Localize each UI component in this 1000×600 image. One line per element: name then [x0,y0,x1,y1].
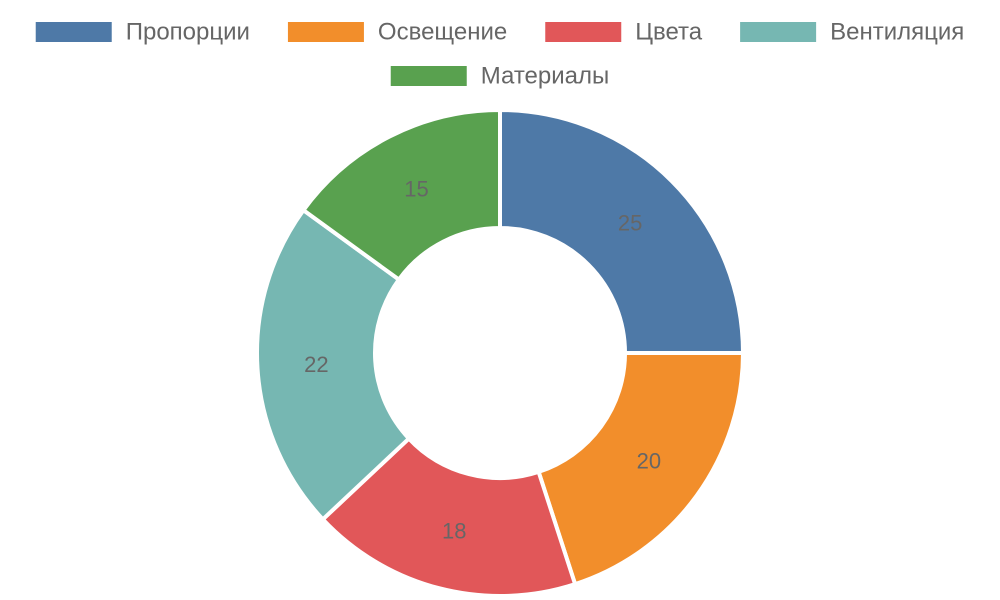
slices [255,107,746,598]
slice-1[interactable] [498,107,746,355]
legend-swatch [390,66,467,86]
legend-swatch [287,22,364,42]
legend-label: Материалы [481,63,610,90]
slice-3[interactable] [320,435,578,598]
legend-item-5[interactable]: Материалы [390,63,610,90]
legend: Пропорции Освещение Цвета Вентиляция Материа… [35,19,964,90]
legend-label: Пропорции [126,19,250,46]
legend-item-2[interactable]: Освещение [287,19,507,46]
slice-5[interactable] [300,107,502,283]
slice-value-label: 15 [404,177,428,202]
legend-swatch [545,22,622,42]
legend-item-4[interactable]: Вентиляция [740,19,964,46]
legend-item-1[interactable]: Пропорции [35,19,250,46]
slice-value-label: 22 [304,352,328,377]
slice-value-label: 25 [618,210,642,235]
legend-label: Цвета [635,19,703,46]
legend-label: Освещение [378,19,507,46]
slice-2[interactable] [536,351,746,587]
slice-value-label: 20 [637,449,661,474]
slice-value-label: 18 [442,519,466,544]
legend-swatch [35,22,112,42]
legend-swatch [740,22,817,42]
slice-4[interactable] [255,207,412,523]
legend-label: Вентиляция [830,19,964,46]
slice-labels: 25 20 18 22 15 [304,177,661,544]
legend-item-3[interactable]: Цвета [545,19,703,46]
